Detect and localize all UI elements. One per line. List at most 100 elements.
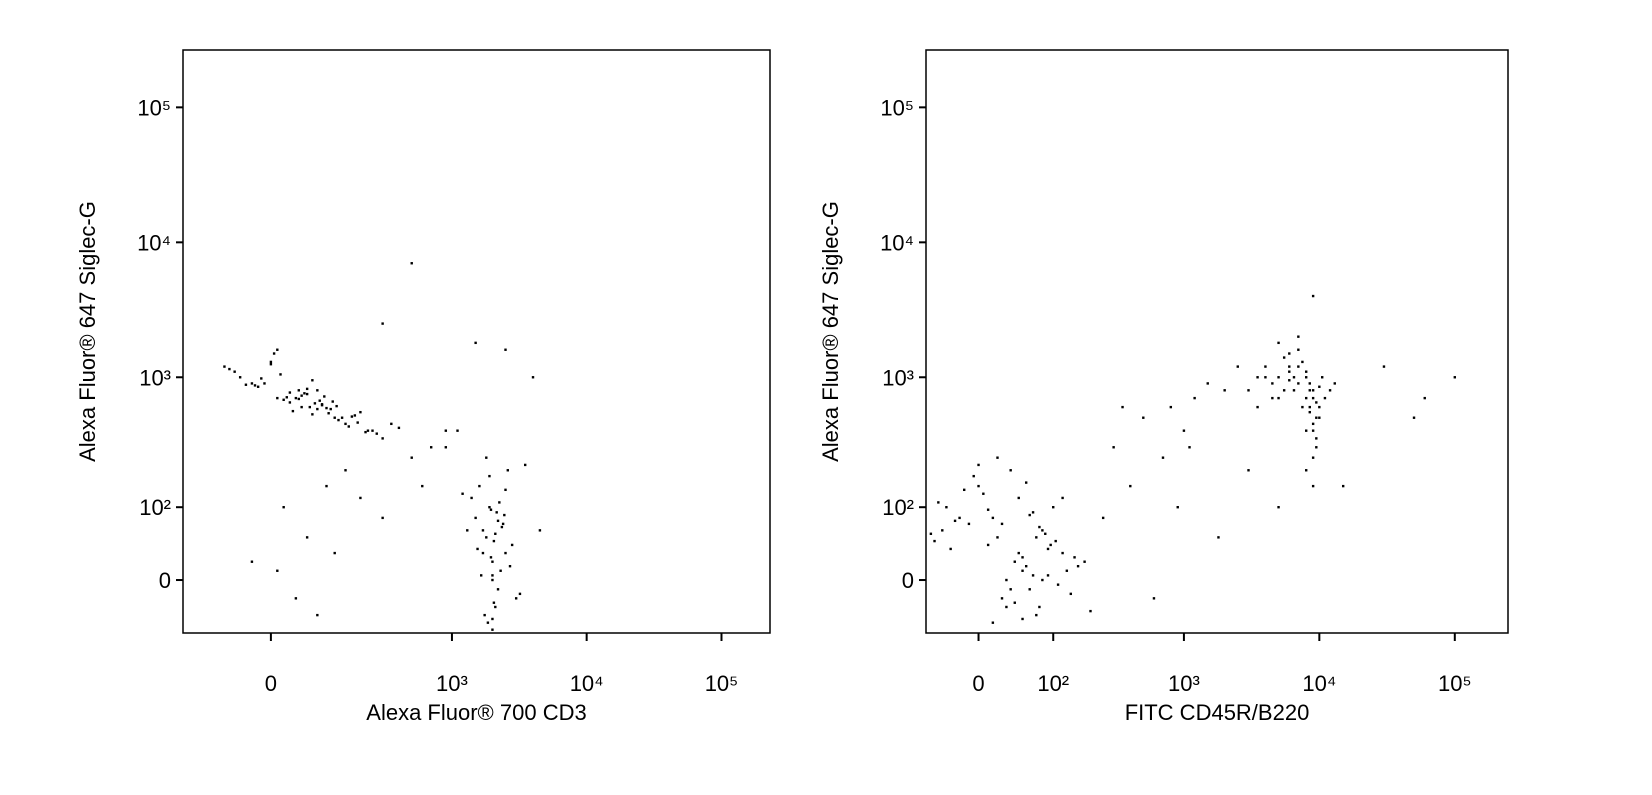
- event-dot: [1301, 405, 1304, 409]
- event-dot: [470, 496, 473, 500]
- event-dot: [1288, 365, 1291, 368]
- event-dot: [340, 416, 344, 419]
- event-dot: [421, 484, 424, 488]
- event-dot: [1193, 396, 1196, 400]
- event-dot: [972, 474, 975, 478]
- event-dot: [1161, 456, 1165, 459]
- event-dot: [1089, 609, 1092, 613]
- event-dot: [510, 543, 514, 547]
- event-dot: [491, 560, 494, 563]
- event-dot: [492, 539, 496, 543]
- event-dot: [1046, 574, 1050, 577]
- event-dot: [272, 352, 276, 355]
- event-dot: [1301, 360, 1304, 364]
- x-axis-label: FITC CD45R/B220: [1125, 700, 1310, 725]
- y-tick-label: 10³: [139, 365, 171, 390]
- plot-frame: [182, 49, 771, 634]
- event-dot: [344, 469, 347, 472]
- event-dot: [941, 529, 944, 532]
- event-dot: [466, 529, 469, 532]
- event-dot: [518, 592, 522, 596]
- x-axis-label: Alexa Fluor® 700 CD3: [366, 700, 586, 725]
- event-dot: [483, 613, 486, 617]
- event-dot: [485, 456, 488, 459]
- event-dot: [1292, 376, 1296, 379]
- y-tick-label: 10²: [882, 495, 914, 520]
- event-dot: [238, 376, 242, 379]
- event-dot: [489, 556, 493, 559]
- event-dot: [1013, 601, 1016, 604]
- event-dot: [285, 396, 288, 399]
- event-dot: [276, 569, 279, 572]
- y-axis-label: Alexa Fluor® 647 Siglec-G: [75, 201, 100, 462]
- event-dot: [1305, 469, 1308, 472]
- event-dot: [481, 551, 485, 555]
- event-dot: [282, 398, 285, 402]
- event-dot: [250, 560, 254, 563]
- event-dot: [489, 508, 493, 511]
- event-dot: [498, 501, 501, 504]
- event-dot: [1041, 578, 1044, 582]
- event-dot: [269, 360, 273, 364]
- event-dot: [337, 418, 340, 422]
- event-dot: [1152, 597, 1156, 600]
- event-dot: [244, 383, 248, 386]
- event-dot: [269, 363, 273, 366]
- event-dot: [320, 403, 324, 406]
- event-dot: [504, 488, 507, 492]
- event-dot: [1044, 532, 1047, 535]
- event-dot: [1017, 496, 1020, 500]
- event-dot: [1308, 382, 1311, 385]
- event-dot: [996, 456, 999, 459]
- event-dot: [366, 429, 370, 432]
- event-dot: [279, 373, 282, 376]
- event-dot: [1028, 513, 1031, 517]
- event-dot: [996, 536, 999, 539]
- event-dot: [364, 430, 367, 434]
- event-dot: [1323, 396, 1327, 400]
- y-tick-label: 10⁵: [137, 95, 171, 120]
- event-dot: [1311, 294, 1315, 298]
- event-dot: [945, 506, 948, 509]
- event-dot: [1009, 469, 1012, 472]
- event-dot: [444, 429, 448, 432]
- event-dot: [1315, 401, 1318, 404]
- event-dot: [491, 574, 494, 577]
- event-dot: [333, 551, 336, 555]
- event-dot: [297, 389, 300, 392]
- event-dot: [500, 525, 504, 529]
- event-dot: [1318, 405, 1321, 409]
- event-dot: [1277, 506, 1280, 509]
- event-dot: [1277, 376, 1280, 379]
- event-dot: [323, 395, 326, 398]
- event-dot: [1129, 484, 1132, 488]
- event-dot: [1308, 410, 1311, 414]
- event-dot: [461, 492, 464, 495]
- event-dot: [1009, 588, 1012, 591]
- y-tick-label: 10⁴: [880, 230, 914, 255]
- event-dot: [1000, 522, 1004, 526]
- event-dot: [967, 522, 971, 526]
- event-dot: [1277, 341, 1280, 345]
- event-dot: [531, 376, 535, 379]
- x-tick-label: 10²: [1037, 671, 1069, 696]
- event-dot: [485, 536, 488, 539]
- x-tick-label: 0: [265, 671, 277, 696]
- event-dot: [313, 402, 317, 405]
- event-dot: [479, 574, 483, 577]
- x-tick-label: 10³: [1168, 671, 1200, 696]
- event-dot: [1311, 429, 1315, 432]
- event-dot: [1311, 389, 1315, 392]
- event-dot: [929, 532, 933, 535]
- event-dot: [308, 405, 311, 409]
- event-dot: [325, 406, 328, 410]
- event-dot: [1264, 376, 1267, 379]
- event-dot: [494, 532, 497, 535]
- event-dot: [263, 382, 266, 385]
- event-dot: [492, 601, 496, 604]
- event-dot: [1321, 376, 1324, 379]
- event-dot: [1311, 456, 1315, 459]
- x-tick-label: 10⁴: [570, 671, 604, 696]
- event-dot: [506, 469, 509, 472]
- event-dot: [933, 539, 936, 543]
